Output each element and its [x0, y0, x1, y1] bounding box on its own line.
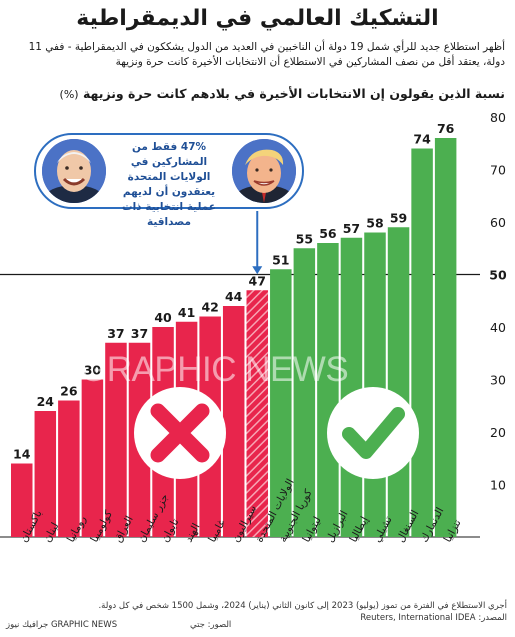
value-label: 37 [107, 326, 124, 341]
cross-mark-icon [134, 387, 226, 479]
y-tick-label: 50 [489, 268, 507, 283]
y-tick-label: 70 [490, 163, 506, 178]
verdict-icons [134, 211, 419, 479]
page-subtitle: أظهر استطلاع جديد للرأي شمل 19 دولة أن ا… [28, 41, 505, 68]
value-label: 30 [84, 363, 102, 378]
bar [434, 138, 457, 537]
value-label: 57 [343, 221, 360, 236]
value-label: 76 [437, 121, 455, 136]
source-note: المصدر: Reuters, International IDEA [360, 613, 507, 623]
y-tick-label: 80 [490, 110, 506, 125]
bar [34, 411, 57, 537]
value-label: 44 [225, 289, 243, 304]
y-tick-label: 10 [490, 478, 506, 493]
value-label: 26 [60, 384, 78, 399]
value-label: 51 [272, 252, 289, 267]
trump-portrait-icon [232, 139, 296, 203]
value-label: 59 [390, 210, 407, 225]
y-axis-unit: (%) [59, 88, 79, 101]
value-label: 14 [13, 447, 31, 462]
y-axis-title: نسبة الذين يقولون إن الانتخابات الأخيرة … [82, 86, 505, 101]
biden-portrait-icon [42, 139, 106, 203]
y-tick-label: 40 [490, 320, 506, 335]
value-labels: 14 24 26 30 37 37 40 41 42 44 47 51 55 56 57 58 59 74 76 [13, 121, 455, 462]
y-tick-label: 60 [490, 215, 506, 230]
survey-note: أجري الاستطلاع في الفترة من تموز (يوليو)… [98, 601, 507, 611]
bar [81, 379, 104, 537]
value-label: 40 [154, 310, 172, 325]
y-tick-labels: 10 20 30 40 50 60 70 80 [489, 110, 507, 493]
value-label: 37 [131, 326, 148, 341]
bar [270, 269, 292, 537]
page-title: التشكيك العالمي في الديمقراطية [76, 6, 439, 31]
value-label: 55 [296, 231, 313, 246]
callout-arrowhead [252, 266, 263, 275]
photo-credit: الصور: جتي [190, 620, 232, 630]
y-axis-label: نسبة الذين يقولون إن الانتخابات الأخيرة … [60, 86, 505, 101]
y-tick-label: 30 [490, 373, 506, 388]
value-label: 58 [366, 216, 383, 231]
publisher-credit: GRAPHIC NEWS جرافيك نيوز [6, 620, 118, 630]
bar [340, 237, 363, 537]
bar [317, 243, 339, 537]
footnote: أجري الاستطلاع في الفترة من تموز (يوليو)… [7, 600, 507, 624]
bar [58, 400, 80, 537]
bar [105, 342, 127, 537]
bar [411, 148, 433, 537]
y-tick-label: 20 [490, 425, 506, 440]
value-label: 24 [37, 394, 55, 409]
bar [293, 248, 316, 537]
callout-bubble: 47% فقط من المشاركين في الولايات المتحدة… [34, 133, 304, 228]
callout-text: 47% فقط من المشاركين في الولايات المتحدة… [122, 141, 216, 228]
check-mark-icon [327, 387, 419, 479]
bar [11, 463, 33, 537]
bar [364, 232, 386, 537]
value-label: 47 [249, 273, 266, 288]
bar [222, 306, 245, 537]
value-label: 56 [319, 226, 337, 241]
bar [246, 290, 268, 537]
value-label: 41 [178, 305, 195, 320]
bar [387, 227, 410, 537]
value-label: 74 [413, 132, 431, 147]
value-label: 42 [201, 300, 218, 315]
